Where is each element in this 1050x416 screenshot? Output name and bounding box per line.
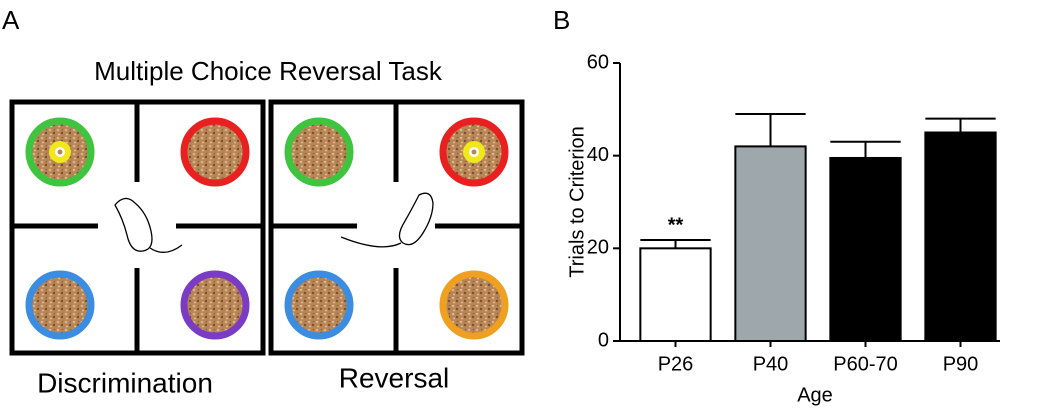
y-axis-label: Trials to Criterion [566, 126, 588, 278]
reversal-box [271, 102, 522, 353]
bar [829, 156, 902, 342]
discrimination-box [12, 102, 263, 353]
panel-label: A [2, 5, 20, 35]
y-tick-label: 60 [587, 51, 609, 73]
y-tick-label: 20 [587, 237, 609, 259]
x-tick-label: P60-70 [833, 353, 898, 375]
bar [924, 131, 997, 342]
x-tick-label: P40 [753, 353, 789, 375]
annotation: ** [668, 214, 684, 236]
y-tick-label: 40 [587, 144, 609, 166]
caption: Discrimination [37, 367, 213, 398]
caption: Reversal [339, 362, 449, 393]
x-axis-label: Age [797, 384, 833, 406]
panel-label: B [553, 5, 570, 35]
diagram-title: Multiple Choice Reversal Task [94, 56, 443, 86]
x-tick-label: P26 [658, 353, 694, 375]
bar [639, 247, 712, 342]
x-tick-label: P90 [943, 353, 979, 375]
bar [734, 145, 807, 342]
y-tick-label: 0 [598, 329, 609, 351]
